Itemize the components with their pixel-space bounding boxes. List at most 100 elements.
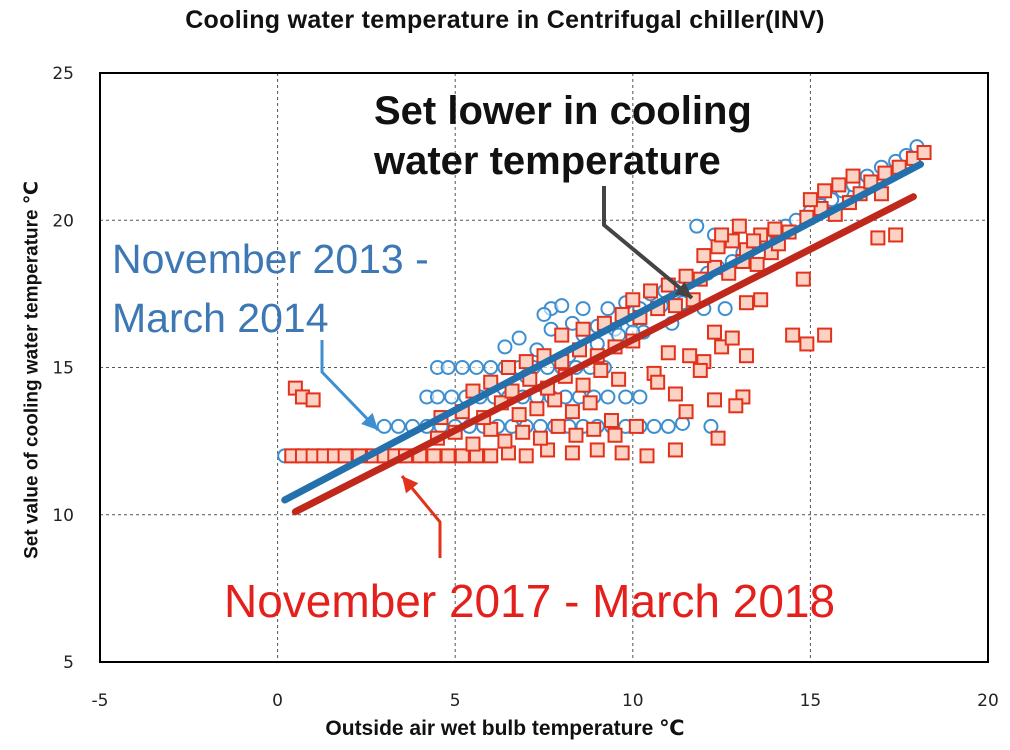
data-point-2017 — [817, 183, 833, 199]
data-point-2013 — [660, 418, 676, 434]
data-point-2017 — [497, 433, 513, 449]
data-point-2017 — [518, 354, 534, 370]
data-point-2017 — [767, 221, 783, 237]
tick-labels: -5 0 5 10 15 20 5 10 15 20 25 — [52, 64, 998, 711]
data-point-2013 — [390, 418, 406, 434]
y-tick-label: 20 — [52, 211, 74, 231]
data-point-2017 — [643, 283, 659, 299]
data-point-2017 — [529, 401, 545, 417]
data-point-2017 — [738, 348, 754, 364]
data-point-2013 — [717, 301, 733, 317]
data-point-2017 — [440, 448, 456, 464]
data-point-2017 — [817, 327, 833, 343]
plot-frame — [99, 72, 989, 663]
annotation-period2: November 2017 - March 2018 — [224, 575, 835, 627]
data-point-2017 — [692, 362, 708, 378]
data-point-2013 — [600, 301, 616, 317]
data-point-2013 — [646, 418, 662, 434]
data-point-2017 — [589, 442, 605, 458]
data-point-2017 — [639, 448, 655, 464]
data-point-2017 — [831, 177, 847, 193]
data-point-2017 — [682, 348, 698, 364]
data-point-2017 — [603, 413, 619, 429]
y-tick-label: 10 — [52, 506, 74, 526]
data-point-2017 — [337, 448, 353, 464]
data-point-2017 — [625, 292, 641, 308]
annotation-arrows — [320, 186, 694, 558]
arrow-lower-head — [674, 281, 692, 298]
data-point-2017 — [660, 345, 676, 361]
data-point-2013 — [429, 389, 445, 405]
data-point-2017 — [515, 424, 531, 440]
data-point-2013 — [376, 418, 392, 434]
data-point-2017 — [731, 218, 747, 234]
x-tick-label: 0 — [272, 691, 283, 711]
x-tick-label: 10 — [622, 691, 644, 711]
data-point-2017 — [465, 436, 481, 452]
data-point-2017 — [614, 445, 630, 461]
data-point-2017 — [678, 268, 694, 284]
data-point-2013 — [689, 218, 705, 234]
trend-line-2013 — [281, 160, 925, 504]
data-point-2013 — [511, 330, 527, 346]
annotation-period1-line2: March 2014 — [112, 295, 329, 341]
data-point-2017 — [724, 330, 740, 346]
data-point-2017 — [650, 374, 666, 390]
annotation-lower-line2: water temperature — [373, 139, 721, 183]
data-point-2017 — [888, 227, 904, 243]
annotation-lower-line1: Set lower in cooling — [374, 89, 752, 133]
data-point-2017 — [916, 145, 932, 161]
data-point-2013 — [554, 298, 570, 314]
data-point-2017 — [714, 227, 730, 243]
data-point-2013 — [536, 306, 552, 322]
data-point-2017 — [749, 256, 765, 272]
data-point-2017 — [582, 395, 598, 411]
data-point-2017 — [753, 292, 769, 308]
data-point-2017 — [568, 427, 584, 443]
data-point-2017 — [532, 430, 548, 446]
arrow-2013-head — [361, 412, 378, 430]
data-point-2013 — [469, 360, 485, 375]
data-point-2017 — [550, 418, 566, 434]
data-point-2017 — [802, 192, 818, 208]
data-point-2017 — [575, 377, 591, 393]
arrow-lower — [602, 186, 694, 300]
x-tick-label: -5 — [92, 691, 109, 711]
arrow-2017 — [400, 475, 442, 558]
data-point-2017 — [607, 427, 623, 443]
x-axis-label: Outside air wet bulb temperature ℃ — [325, 717, 685, 740]
chart-title: Cooling water temperature in Centrifugal… — [185, 6, 825, 34]
data-point-2017 — [667, 298, 683, 314]
data-point-2017 — [785, 327, 801, 343]
trend-line-2017 — [291, 193, 917, 516]
annotation-period1-line1: November 2013 - — [112, 236, 429, 282]
data-point-2017 — [564, 404, 580, 420]
data-point-2013 — [483, 360, 499, 375]
data-point-2017 — [586, 421, 602, 437]
data-point-2017 — [799, 336, 815, 352]
y-tick-label: 25 — [52, 64, 74, 84]
data-point-2017 — [845, 168, 861, 184]
data-point-2017 — [667, 386, 683, 402]
data-point-2013 — [600, 389, 616, 405]
arrow-2017-head — [402, 476, 419, 494]
data-point-2013 — [440, 360, 456, 375]
data-point-2017 — [696, 248, 712, 264]
data-point-2017 — [518, 448, 534, 464]
data-point-2017 — [454, 448, 470, 464]
data-point-2017 — [483, 448, 499, 464]
x-tick-label: 5 — [450, 691, 461, 711]
data-point-2017 — [511, 407, 527, 423]
data-point-2013 — [497, 339, 513, 355]
data-point-2017 — [706, 392, 722, 408]
data-point-2017 — [628, 418, 644, 434]
data-point-2013 — [632, 389, 648, 405]
data-point-2017 — [710, 430, 726, 446]
arrow-2013 — [320, 340, 380, 432]
data-point-2017 — [575, 321, 591, 337]
data-point-2017 — [426, 448, 442, 464]
data-point-2017 — [554, 327, 570, 343]
data-point-2017 — [728, 398, 744, 414]
data-point-2017 — [738, 295, 754, 311]
